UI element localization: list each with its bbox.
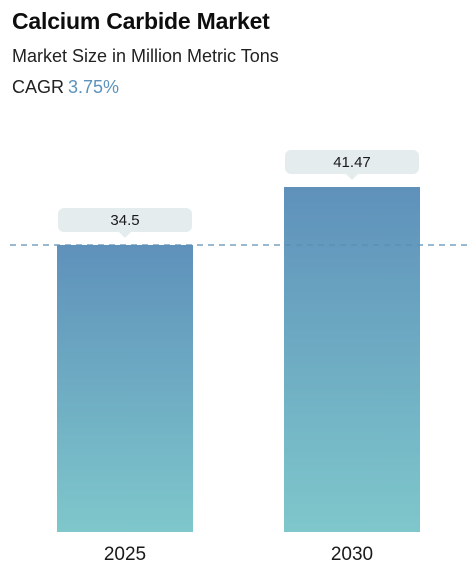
data-label-2030: 41.47 xyxy=(333,154,371,171)
data-label-2025: 34.5 xyxy=(110,212,139,229)
category-label-2025: 2025 xyxy=(104,544,146,565)
cagr-value: 3.75% xyxy=(68,77,120,97)
chart-subtitle: Market Size in Million Metric Tons xyxy=(12,46,279,66)
category-label-2030: 2030 xyxy=(331,544,373,565)
data-label-badge-2025: 34.5 xyxy=(58,207,192,238)
cagr-line: CAGR 3.75% xyxy=(12,77,119,98)
chart-title: Calcium Carbide Market xyxy=(12,8,270,34)
bar-2030 xyxy=(284,187,420,532)
data-label-badge-2030: 41.47 xyxy=(285,150,419,180)
bar-2025 xyxy=(57,244,193,532)
cagr-label: CAGR xyxy=(12,77,65,97)
